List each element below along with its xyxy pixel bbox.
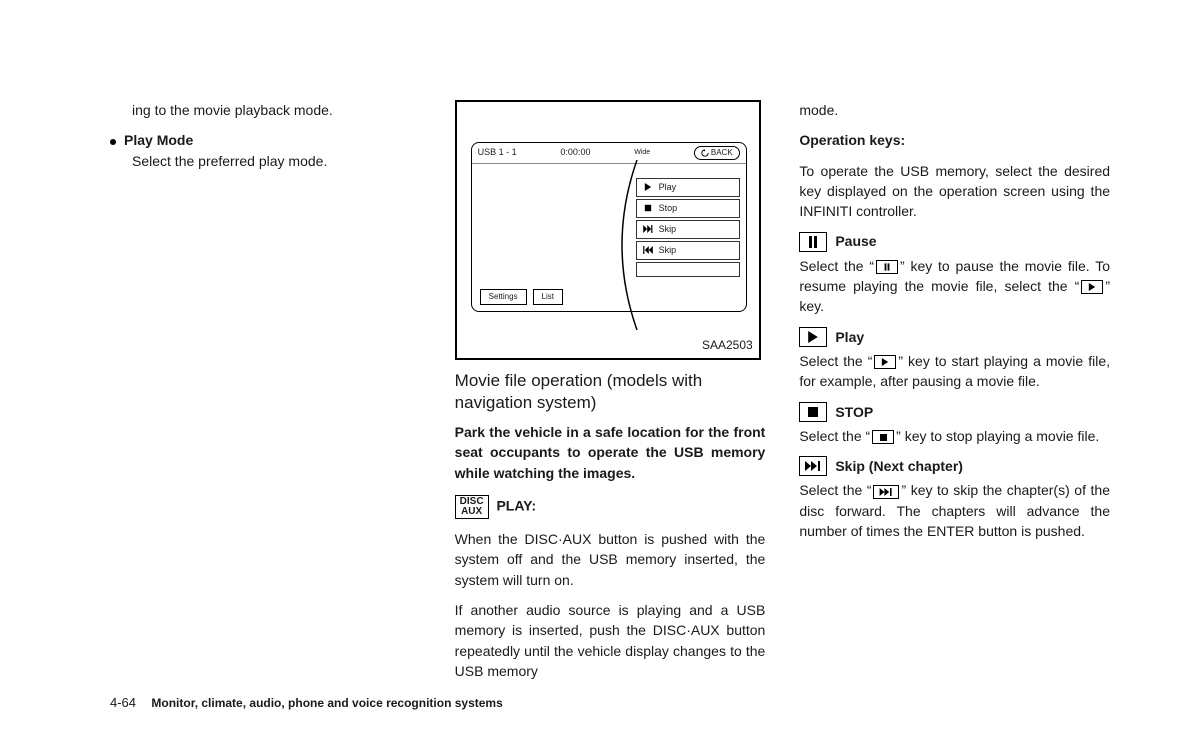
skip-key-icon bbox=[799, 456, 827, 476]
settings-button[interactable]: Settings bbox=[480, 289, 527, 305]
stop-key-row: STOP bbox=[799, 402, 1110, 422]
aux-label: AUX bbox=[461, 507, 482, 517]
column-2: USB 1 - 1 0:00:00 Wide BACK bbox=[455, 100, 766, 691]
play-key-icon bbox=[799, 327, 827, 347]
settings-label: Settings bbox=[489, 292, 518, 301]
section-heading: Movie file operation (models with naviga… bbox=[455, 370, 766, 414]
continuation-fragment: ing to the movie playback mode. bbox=[132, 100, 421, 120]
stop-body: Select the “ ” key to stop playing a movi… bbox=[799, 426, 1110, 446]
column-1: ing to the movie playback mode. Play Mod… bbox=[110, 100, 421, 691]
status-wide: Wide bbox=[634, 148, 650, 158]
stop-text-a: Select the “ bbox=[799, 428, 870, 444]
disc-aux-row: DISC AUX PLAY: bbox=[455, 495, 766, 519]
play-key-row: Play bbox=[799, 327, 1110, 347]
back-label: BACK bbox=[711, 147, 733, 159]
menu-stop-label: Stop bbox=[659, 202, 678, 215]
stop-inline-icon bbox=[872, 430, 894, 444]
screen-figure: USB 1 - 1 0:00:00 Wide BACK bbox=[455, 100, 761, 360]
screen-body: Play Stop Skip bbox=[472, 164, 746, 294]
disc-aux-button-icon: DISC AUX bbox=[455, 495, 489, 519]
skip-body: Select the “” key to skip the chapter(s)… bbox=[799, 480, 1110, 541]
stop-icon bbox=[643, 204, 653, 212]
play-inline-icon-2 bbox=[874, 355, 896, 369]
operation-keys-heading: Operation keys: bbox=[799, 130, 1110, 150]
stop-label: STOP bbox=[835, 402, 873, 422]
pause-body: Select the “” key to pause the movie fil… bbox=[799, 256, 1110, 317]
skip-key-row: Skip (Next chapter) bbox=[799, 456, 1110, 476]
play-heading: PLAY: bbox=[496, 498, 536, 514]
menu-skip-forward[interactable]: Skip bbox=[636, 220, 740, 239]
menu-skip-back-label: Skip bbox=[659, 244, 677, 257]
device-screen: USB 1 - 1 0:00:00 Wide BACK bbox=[471, 142, 747, 312]
bullet-body: Select the preferred play mode. bbox=[132, 151, 421, 171]
menu-empty bbox=[636, 262, 740, 277]
skip-inline-icon bbox=[873, 485, 899, 499]
menu-skip-fwd-label: Skip bbox=[659, 223, 677, 236]
skip-back-icon bbox=[643, 246, 653, 254]
pause-key-row: Pause bbox=[799, 231, 1110, 251]
back-arrow-icon bbox=[701, 149, 709, 157]
pause-key-icon bbox=[799, 232, 827, 252]
list-label: List bbox=[542, 292, 554, 301]
menu-stop[interactable]: Stop bbox=[636, 199, 740, 218]
mode-fragment: mode. bbox=[799, 100, 1110, 120]
disc-aux-p1: When the DISC·AUX button is pushed with … bbox=[455, 529, 766, 590]
bullet-content: Play Mode bbox=[124, 130, 193, 150]
warning-text: Park the vehicle in a safe location for … bbox=[455, 422, 766, 483]
screen-bottom-buttons: Settings List bbox=[480, 289, 563, 305]
figure-code: SAA2503 bbox=[702, 337, 753, 354]
screen-menu: Play Stop Skip bbox=[636, 178, 740, 279]
status-time: 0:00:00 bbox=[560, 146, 590, 159]
disc-aux-p2: If another audio source is playing and a… bbox=[455, 600, 766, 681]
menu-play-label: Play bbox=[659, 181, 677, 194]
play-text-a: Select the “ bbox=[799, 353, 872, 369]
column-layout: ing to the movie playback mode. Play Mod… bbox=[110, 100, 1110, 691]
column-3: mode. Operation keys: To operate the USB… bbox=[799, 100, 1110, 691]
bullet-item: Play Mode bbox=[110, 130, 421, 150]
skip-text-a: Select the “ bbox=[799, 482, 871, 498]
skip-label: Skip (Next chapter) bbox=[835, 456, 963, 476]
back-button[interactable]: BACK bbox=[694, 146, 740, 160]
operation-intro: To operate the USB memory, select the de… bbox=[799, 161, 1110, 222]
menu-play[interactable]: Play bbox=[636, 178, 740, 197]
pause-text-a: Select the “ bbox=[799, 258, 874, 274]
menu-skip-back[interactable]: Skip bbox=[636, 241, 740, 260]
page-number: 4-64 bbox=[110, 695, 136, 710]
play-label: Play bbox=[835, 327, 864, 347]
status-source: USB 1 - 1 bbox=[478, 146, 517, 159]
pause-inline-icon bbox=[876, 260, 898, 274]
footer-title: Monitor, climate, audio, phone and voice… bbox=[151, 696, 502, 710]
stop-text-b: ” key to stop playing a movie file. bbox=[896, 428, 1099, 444]
bullet-title: Play Mode bbox=[124, 132, 193, 148]
skip-forward-icon bbox=[643, 225, 653, 233]
play-icon bbox=[643, 183, 653, 191]
pause-label: Pause bbox=[835, 231, 876, 251]
bullet-dot-icon bbox=[110, 139, 116, 145]
manual-page: ing to the movie playback mode. Play Mod… bbox=[110, 100, 1110, 710]
list-button[interactable]: List bbox=[533, 289, 563, 305]
page-footer: 4-64 Monitor, climate, audio, phone and … bbox=[110, 695, 503, 710]
stop-key-icon bbox=[799, 402, 827, 422]
play-body: Select the “” key to start playing a mov… bbox=[799, 351, 1110, 392]
play-inline-icon bbox=[1081, 280, 1103, 294]
